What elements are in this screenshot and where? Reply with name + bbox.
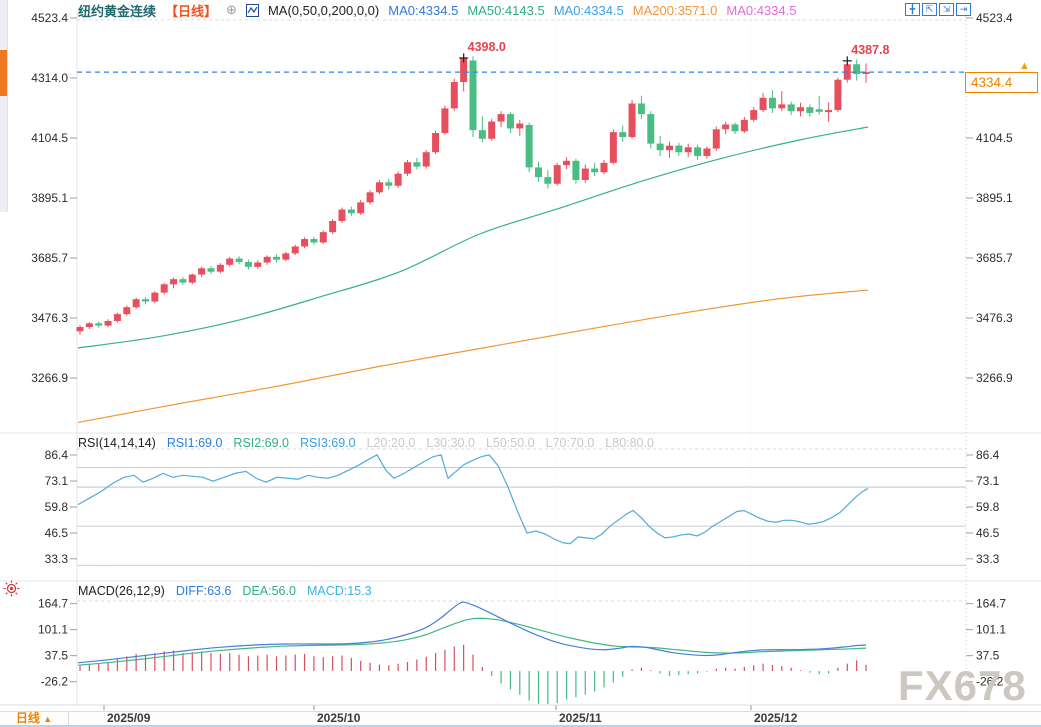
- instrument-title[interactable]: 纽约黄金连续: [78, 4, 157, 19]
- svg-text:3685.7: 3685.7: [976, 251, 1013, 265]
- rsi3-value: RSI3:69.0: [300, 436, 356, 450]
- svg-text:33.3: 33.3: [976, 552, 1000, 566]
- price-up-arrow: ▲: [1019, 60, 1030, 72]
- jump-latest-icon[interactable]: ⇥: [956, 3, 971, 16]
- x-axis-label: 2025/10: [317, 711, 361, 725]
- svg-text:86.4: 86.4: [45, 448, 69, 462]
- rsi-header: RSI(14,14,14) RSI1:69.0 RSI2:69.0 RSI3:6…: [78, 436, 654, 450]
- svg-text:4523.4: 4523.4: [976, 11, 1013, 25]
- bottom-bar: 日线 ▲ 2025/09 2025/10 2025/11 2025/12: [0, 711, 1041, 727]
- period-tag[interactable]: 【日线】: [165, 4, 218, 19]
- rsi-formula: RSI(14,14,14): [78, 436, 156, 450]
- macd-value: MACD:15.3: [306, 584, 372, 598]
- svg-text:101.1: 101.1: [976, 623, 1006, 637]
- x-axis-label: 2025/12: [754, 711, 798, 725]
- high-annotation-4398: 4398.0: [467, 39, 506, 54]
- svg-text:4523.4: 4523.4: [31, 11, 68, 25]
- rsi-level-80: L80:80.0: [605, 436, 654, 450]
- svg-text:101.1: 101.1: [38, 623, 68, 637]
- svg-text:3476.3: 3476.3: [976, 311, 1013, 325]
- dea-value: DEA:56.0: [242, 584, 296, 598]
- rsi-level-30: L30:30.0: [426, 436, 475, 450]
- svg-text:4314.0: 4314.0: [31, 71, 68, 85]
- indicator-settings-icon[interactable]: [3, 580, 20, 602]
- diff-value: DIFF:63.6: [175, 584, 232, 598]
- rsi1-value: RSI1:69.0: [166, 436, 223, 450]
- svg-text:73.1: 73.1: [976, 474, 1000, 488]
- svg-text:37.5: 37.5: [45, 649, 69, 663]
- pan-icon[interactable]: ╋: [905, 3, 920, 16]
- high-annotation-4387: 4387.8: [851, 42, 890, 57]
- indicator-expand-icon[interactable]: ⊕: [226, 3, 237, 18]
- svg-text:3266.9: 3266.9: [976, 371, 1013, 385]
- ma50-value: MA50:4143.5: [467, 3, 545, 18]
- svg-text:4104.5: 4104.5: [976, 131, 1013, 145]
- svg-text:59.8: 59.8: [976, 500, 1000, 514]
- ma0-value: MA0:4334.5: [388, 3, 459, 18]
- svg-text:33.3: 33.3: [45, 552, 69, 566]
- chart-toolbar: ╋ ⇱ ⇲ ⇥: [905, 3, 971, 16]
- period-selector-label: 日线: [15, 711, 40, 725]
- svg-text:37.5: 37.5: [976, 649, 1000, 663]
- chart-header: 纽约黄金连续 【日线】 ⊕ MA(0,50,0,200,0,0) MA0:433…: [78, 2, 796, 19]
- svg-text:46.5: 46.5: [976, 526, 1000, 540]
- x-axis-label: 2025/11: [559, 711, 602, 725]
- svg-text:3895.1: 3895.1: [31, 191, 68, 205]
- svg-text:46.5: 46.5: [45, 526, 69, 540]
- ma-formula: MA(0,50,0,200,0,0): [267, 3, 380, 18]
- ma0-value-3: MA0:4334.5: [726, 3, 797, 18]
- period-selector[interactable]: 日线 ▲: [0, 712, 69, 725]
- ma-indicator-icon[interactable]: [245, 4, 259, 17]
- zoom-range-end-icon[interactable]: ⇲: [939, 3, 954, 16]
- svg-text:86.4: 86.4: [976, 448, 1000, 462]
- svg-text:164.7: 164.7: [976, 597, 1006, 611]
- svg-text:3476.3: 3476.3: [31, 311, 68, 325]
- svg-text:164.7: 164.7: [38, 597, 68, 611]
- svg-text:59.8: 59.8: [45, 500, 69, 514]
- period-selector-arrow-icon: ▲: [43, 714, 53, 724]
- ma200-value: MA200:3571.0: [632, 3, 718, 18]
- rsi-level-50: L50:50.0: [485, 436, 535, 450]
- zoom-range-start-icon[interactable]: ⇱: [922, 3, 937, 16]
- left-scrollbar-thumb[interactable]: [0, 50, 7, 96]
- rsi2-value: RSI2:69.0: [233, 436, 290, 450]
- macd-formula: MACD(26,12,9): [78, 584, 165, 598]
- svg-text:3895.1: 3895.1: [976, 191, 1013, 205]
- svg-text:-26.2: -26.2: [41, 675, 69, 689]
- svg-text:4104.5: 4104.5: [31, 131, 68, 145]
- macd-header: MACD(26,12,9) DIFF:63.6 DEA:56.0 MACD:15…: [78, 584, 372, 598]
- svg-text:3266.9: 3266.9: [31, 371, 68, 385]
- fx678-watermark: FX678: [898, 662, 1027, 709]
- svg-text:73.1: 73.1: [45, 474, 69, 488]
- current-price-label: 4334.4: [965, 72, 1038, 93]
- svg-text:3685.7: 3685.7: [31, 251, 68, 265]
- rsi-level-70: L70:70.0: [545, 436, 595, 450]
- x-axis-label: 2025/09: [107, 711, 151, 725]
- ma0-value-2: MA0:4334.5: [553, 3, 624, 18]
- left-scrollbar[interactable]: [0, 0, 8, 212]
- rsi-level-20: L20:20.0: [366, 436, 416, 450]
- svg-text:-26.2: -26.2: [976, 675, 1004, 689]
